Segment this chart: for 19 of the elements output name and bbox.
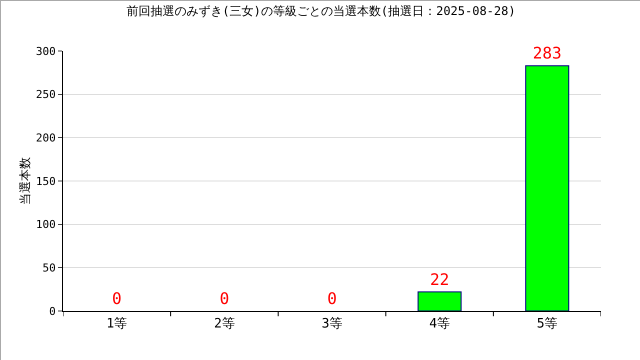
- data-label: 0: [220, 289, 230, 308]
- y-tick-label: 150: [36, 174, 56, 188]
- x-tick-label: 3等: [322, 316, 342, 332]
- y-axis-title: 当選本数: [18, 157, 32, 205]
- x-tick-label: 5等: [536, 316, 558, 332]
- chart-title: 前回抽選のみずき(三女)の等級ごとの当選本数(抽選日：2025-08-28): [126, 4, 516, 18]
- y-tick-label: 0: [49, 304, 56, 318]
- data-label: 0: [327, 289, 337, 308]
- y-tick-label: 100: [36, 218, 56, 232]
- x-tick-label: 4等: [429, 316, 450, 332]
- x-tick-label: 2等: [214, 316, 235, 332]
- y-tick-label: 50: [42, 262, 56, 275]
- data-label: 283: [532, 44, 562, 63]
- y-tick-label: 200: [36, 132, 56, 145]
- y-tick-label: 250: [36, 88, 56, 102]
- data-label: 0: [112, 289, 122, 308]
- data-label: 22: [430, 270, 450, 289]
- y-tick-label: 300: [36, 44, 56, 58]
- x-tick-label: 1等: [106, 316, 128, 332]
